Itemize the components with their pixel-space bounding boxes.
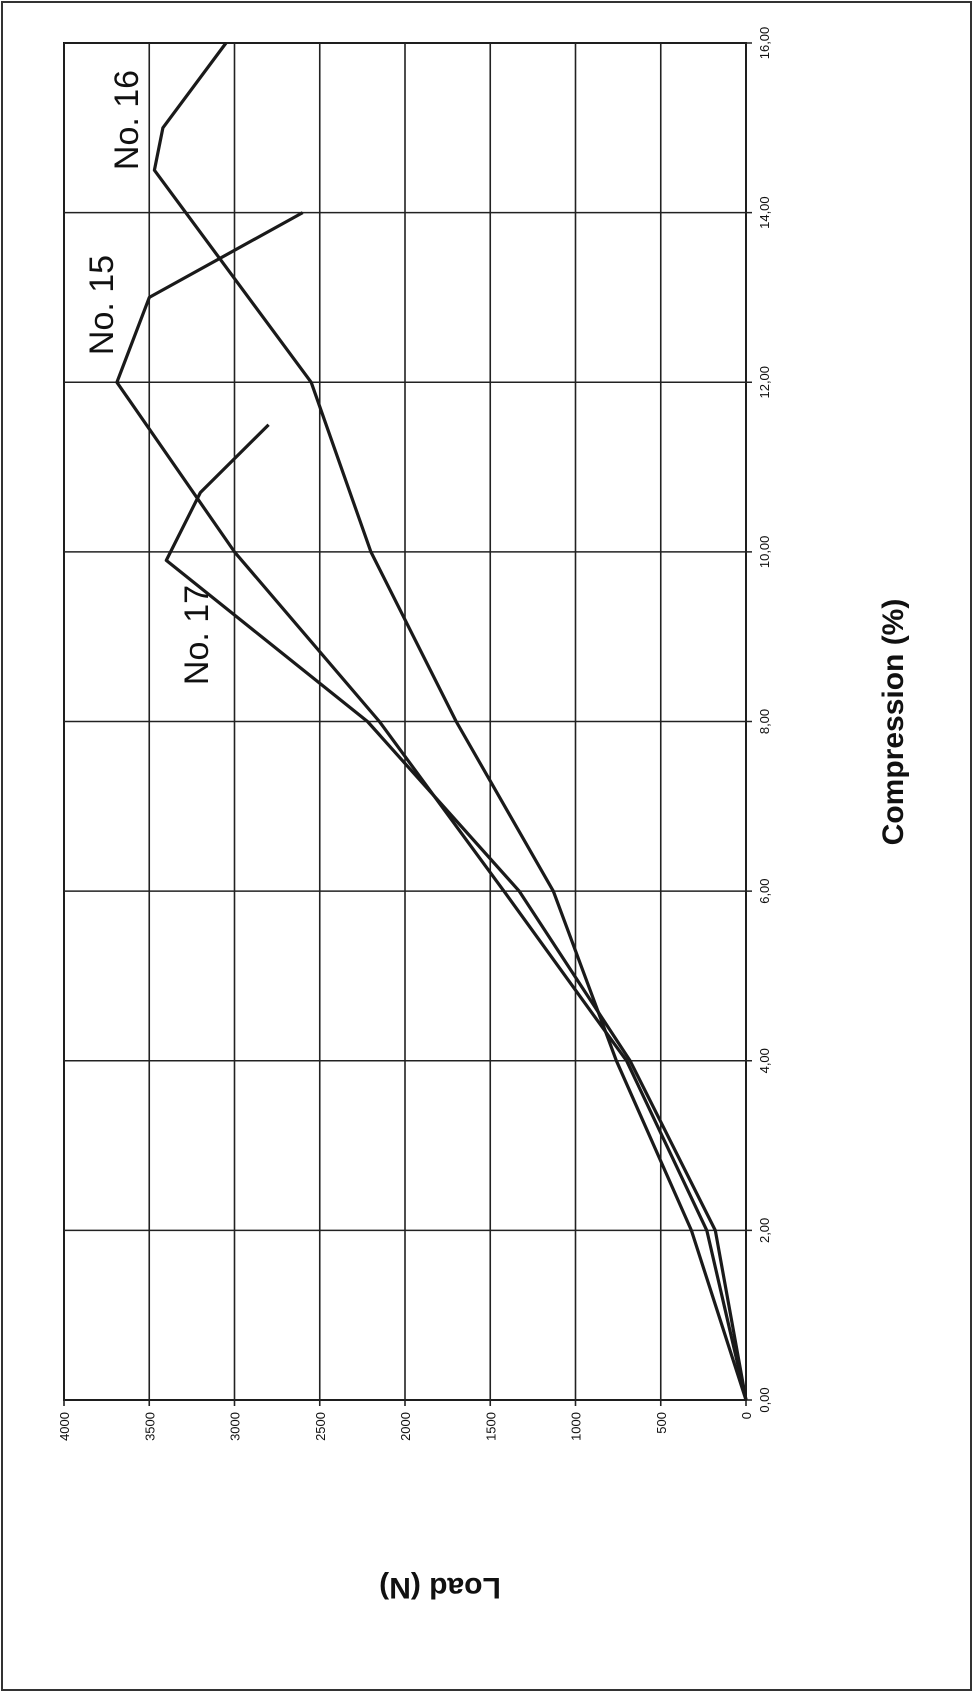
x-tick-label: 2,00 xyxy=(757,1218,772,1243)
y-tick-label: 4000 xyxy=(57,1412,72,1441)
y-tick-label: 1500 xyxy=(483,1412,498,1441)
x-tick-label: 14,00 xyxy=(757,196,772,229)
series-line-no-15 xyxy=(115,211,748,1401)
y-tick-label: 1000 xyxy=(569,1412,584,1441)
y-axis-title: Load (N) xyxy=(379,1571,501,1604)
y-tick-label: 3000 xyxy=(228,1412,243,1441)
series-line-no-16 xyxy=(152,42,748,1401)
y-tick-label: 2500 xyxy=(313,1412,328,1441)
x-tick-label: 16,00 xyxy=(757,27,772,60)
y-tick-label: 3500 xyxy=(142,1412,157,1441)
x-tick-label: 4,00 xyxy=(757,1048,772,1073)
x-tick-label: 6,00 xyxy=(757,878,772,903)
plot-area: 0 500 1000 1500 2000 2500 3000 3500 4000 0,00 2,00… xyxy=(57,27,772,1441)
series-label-no-15: No. 15 xyxy=(83,255,121,355)
x-axis-title: Compression (%) xyxy=(877,599,910,846)
y-tick-label: 0 xyxy=(739,1412,754,1419)
y-tick-label: 2000 xyxy=(398,1412,413,1441)
series-line-no-17 xyxy=(164,423,748,1401)
y-tick-label: 500 xyxy=(654,1412,669,1434)
x-tick-label: 8,00 xyxy=(757,709,772,734)
series-label-no-16: No. 16 xyxy=(108,70,146,170)
x-tick-label: 12,00 xyxy=(757,366,772,399)
x-tick-label: 0,00 xyxy=(757,1387,772,1412)
series-label-no-17: No. 17 xyxy=(178,585,216,685)
x-tick-label: 10,00 xyxy=(757,536,772,569)
